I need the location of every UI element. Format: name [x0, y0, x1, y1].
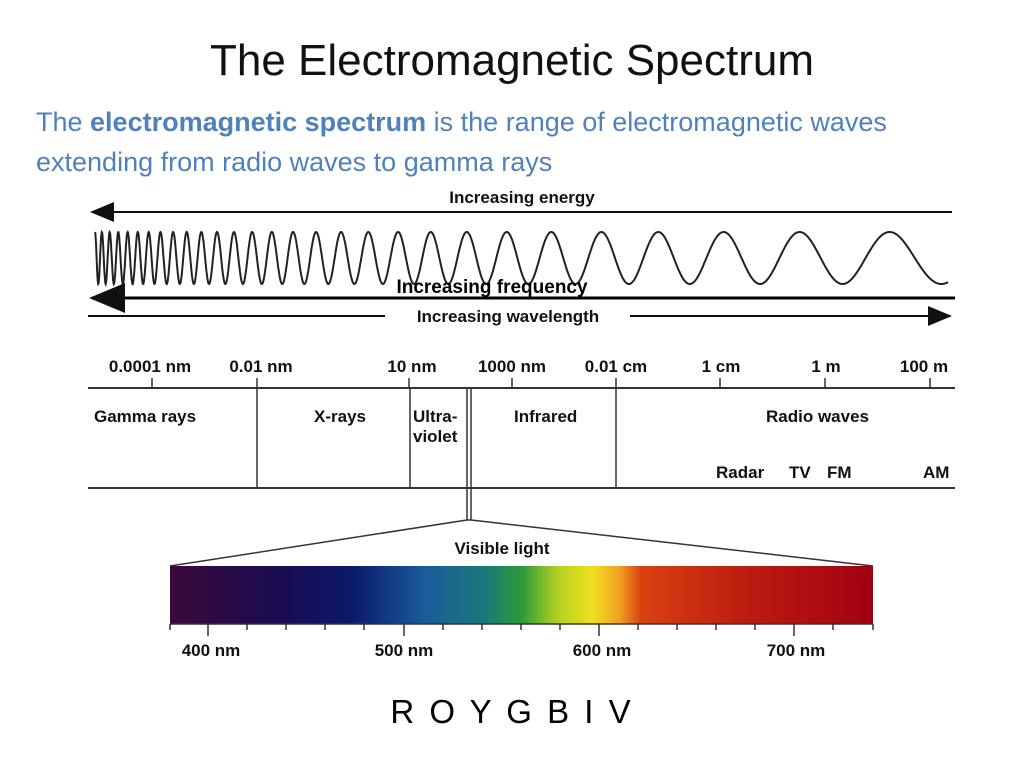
region-xrays-label: X-rays [314, 407, 366, 426]
wavelength-label: Increasing wavelength [417, 307, 599, 326]
visible-tick-label: 600 nm [573, 641, 632, 660]
visible-spectrum-bar [170, 566, 873, 624]
scale-label: 1 cm [702, 357, 741, 376]
intro-part2: is the range of electromagnetic waves ex… [36, 107, 887, 177]
intro-part1: The [36, 107, 91, 137]
scale-label: 1000 nm [478, 357, 546, 376]
region-infrared-label: Infrared [514, 407, 577, 426]
region-uv-label-1: Ultra- [413, 407, 457, 426]
scale-ticks [151, 378, 931, 388]
visible-ticks [169, 624, 874, 636]
em-wave [94, 229, 949, 288]
radio-band-am: AM [923, 463, 949, 482]
roygbiv-mnemonic: R O Y G B I V [390, 693, 634, 730]
visible-light-label: Visible light [454, 539, 549, 558]
scale-label: 100 m [900, 357, 948, 376]
visible-tick-label: 700 nm [767, 641, 826, 660]
intro-term: electromagnetic spectrum [90, 107, 427, 137]
radio-band-tv: TV [789, 463, 811, 482]
intro-text: The electromagnetic spectrum is the rang… [36, 102, 1011, 182]
radio-band-radar: Radar [716, 463, 765, 482]
region-uv-label-2: violet [413, 427, 458, 446]
region-gamma-label: Gamma rays [94, 407, 196, 426]
scale-label: 10 nm [387, 357, 436, 376]
wavelength-scale: 0.0001 nm 0.01 nm 10 nm 1000 nm 0.01 cm … [109, 357, 948, 376]
scale-label: 1 m [811, 357, 840, 376]
visible-tick-label: 500 nm [375, 641, 434, 660]
region-dividers [256, 388, 617, 520]
visible-zoom-lines [169, 519, 874, 567]
region-radio-label: Radio waves [766, 407, 869, 426]
slide-title: The Electromagnetic Spectrum [209, 36, 815, 85]
frequency-label: Increasing frequency [396, 277, 588, 298]
energy-label: Increasing energy [449, 188, 595, 207]
scale-label: 0.01 nm [229, 357, 292, 376]
scale-label: 0.0001 nm [109, 357, 191, 376]
scale-label: 0.01 cm [585, 357, 647, 376]
radio-band-fm: FM [827, 463, 852, 482]
visible-tick-label: 400 nm [182, 641, 241, 660]
